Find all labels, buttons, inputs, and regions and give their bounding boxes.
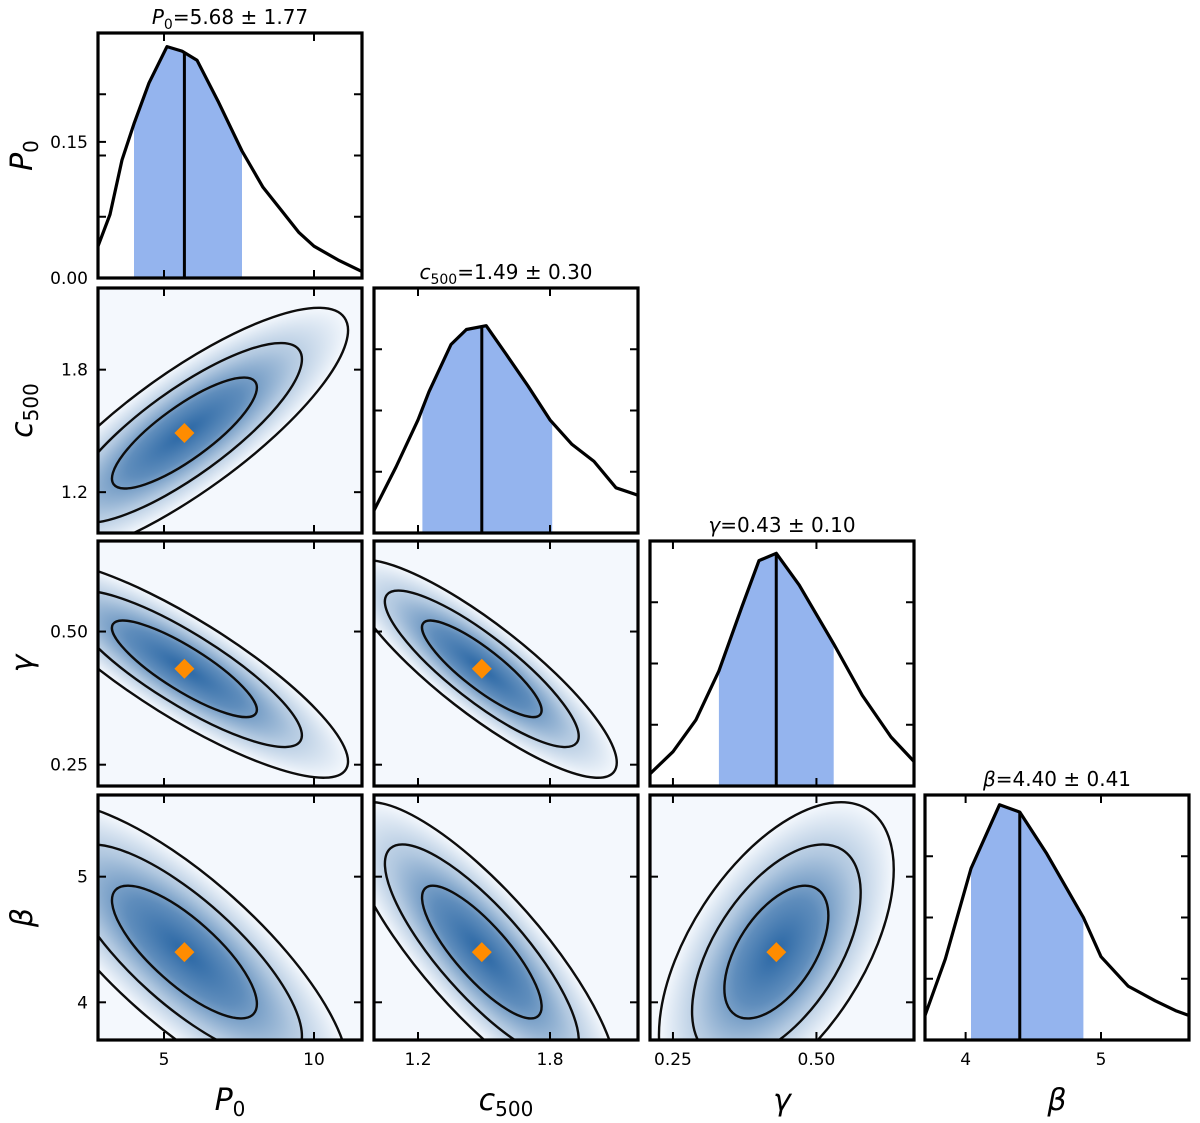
pair-panel-c500-gamma bbox=[372, 539, 640, 788]
x-tick-label: 10 bbox=[303, 1050, 325, 1070]
panel-frame bbox=[96, 286, 364, 535]
x-tick-label: 1.2 bbox=[404, 1050, 431, 1070]
panel-frame bbox=[372, 539, 640, 788]
density-curve-c500 bbox=[372, 324, 639, 512]
contour-68 bbox=[110, 884, 259, 1020]
y-axis-label-beta: β bbox=[5, 908, 40, 928]
panel-frame bbox=[648, 793, 916, 1042]
y-tick-label: 1.2 bbox=[61, 483, 88, 503]
y-axis-label-P0: P0 bbox=[5, 140, 43, 171]
best-fit-marker bbox=[174, 942, 195, 963]
y-axis-label-c500: c500 bbox=[5, 383, 43, 438]
pair-panel-P0-gamma bbox=[96, 539, 364, 788]
x-tick-label: 5 bbox=[159, 1050, 170, 1070]
x-axis-label-P0: P0 bbox=[215, 1083, 246, 1121]
best-fit-marker bbox=[174, 423, 195, 443]
contour-95 bbox=[383, 843, 580, 1040]
x-axis-label-gamma: γ bbox=[773, 1083, 793, 1118]
x-tick-label: 0.25 bbox=[654, 1050, 692, 1070]
best-fit-marker bbox=[174, 658, 195, 679]
credible-band-beta bbox=[971, 804, 1084, 1040]
pair-panel-P0-c500 bbox=[96, 286, 364, 535]
contour-95 bbox=[690, 843, 862, 1040]
contour-100 bbox=[374, 800, 619, 1040]
contour-95 bbox=[98, 843, 304, 1040]
density-curve-beta bbox=[923, 803, 1190, 1018]
density-curve-gamma bbox=[648, 551, 916, 775]
density-curve-P0 bbox=[96, 44, 363, 274]
y-tick-label: 5 bbox=[77, 868, 88, 888]
best-fit-marker bbox=[471, 942, 492, 963]
x-axis-label-c500: c500 bbox=[479, 1083, 534, 1121]
diag-panel-c500: c500=1.49 ± 0.30 bbox=[372, 260, 640, 535]
x-axis-label-beta: β bbox=[1046, 1083, 1066, 1118]
contour-68 bbox=[420, 884, 543, 1020]
best-fit-marker bbox=[471, 658, 492, 679]
diag-panel-gamma: γ=0.43 ± 0.10 bbox=[648, 513, 916, 788]
contour-100 bbox=[98, 306, 350, 533]
x-tick-label: 1.8 bbox=[536, 1050, 563, 1070]
contour-95 bbox=[383, 589, 580, 749]
contour-100 bbox=[98, 800, 350, 1040]
panel-title-beta: β=4.40 ± 0.41 bbox=[982, 767, 1131, 791]
contour-68 bbox=[420, 619, 543, 719]
contour-68 bbox=[110, 619, 259, 719]
panel-frame bbox=[372, 793, 640, 1042]
panel-frame bbox=[96, 793, 364, 1042]
credible-band-c500 bbox=[422, 325, 553, 533]
panel-title-P0: P0=5.68 ± 1.77 bbox=[152, 5, 308, 33]
x-tick-label: 5 bbox=[1096, 1050, 1107, 1070]
pair-panel-P0-beta bbox=[96, 793, 364, 1042]
y-tick-label: 0.50 bbox=[50, 623, 88, 643]
contour-100 bbox=[374, 558, 618, 779]
panel-frame bbox=[96, 539, 364, 788]
y-tick-label: 4 bbox=[77, 993, 88, 1013]
contour-95 bbox=[98, 341, 304, 525]
credible-band-P0 bbox=[134, 46, 242, 278]
contour-100 bbox=[98, 558, 350, 779]
diag-panel-beta: β=4.40 ± 0.41 bbox=[923, 767, 1191, 1042]
y-tick-label: 1.8 bbox=[61, 361, 88, 381]
contour-95 bbox=[98, 589, 304, 749]
contour-68 bbox=[723, 884, 830, 1020]
diag-panel-P0: P0=5.68 ± 1.77 bbox=[96, 5, 364, 280]
y-tick-label: 0.25 bbox=[50, 756, 88, 776]
contour-100 bbox=[657, 801, 895, 1040]
y-axis-label-gamma: γ bbox=[5, 652, 40, 672]
contour-68 bbox=[110, 376, 259, 490]
x-tick-label: 4 bbox=[960, 1050, 971, 1070]
pair-panel-c500-beta bbox=[372, 793, 640, 1042]
panel-title-gamma: γ=0.43 ± 0.10 bbox=[708, 513, 855, 537]
y-tick-label: 0.00 bbox=[50, 269, 88, 289]
x-tick-label: 0.50 bbox=[798, 1050, 836, 1070]
y-tick-label: 0.15 bbox=[50, 133, 88, 153]
pair-panel-gamma-beta bbox=[648, 793, 916, 1042]
best-fit-marker bbox=[766, 942, 787, 963]
panel-title-c500: c500=1.49 ± 0.30 bbox=[419, 260, 592, 288]
